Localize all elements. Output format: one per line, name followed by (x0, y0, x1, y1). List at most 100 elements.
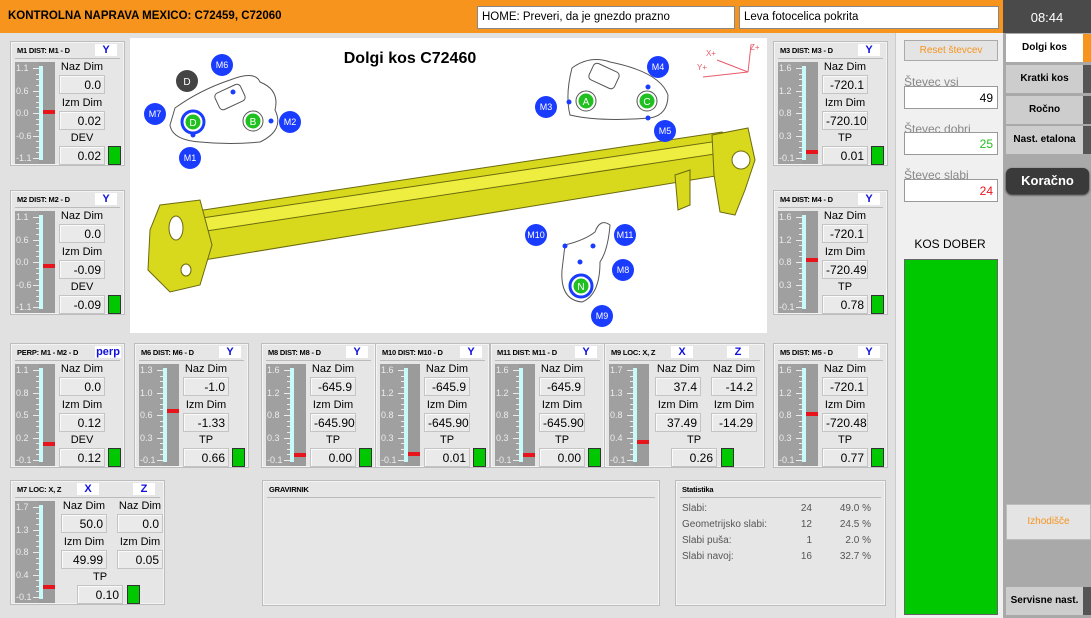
scale-tick (284, 392, 290, 394)
scale-tick-label: -0.6 (16, 279, 32, 290)
gauge-marker (43, 263, 55, 268)
scale-tick (796, 370, 802, 371)
scale-tick-label: 0.0 (16, 108, 29, 118)
scale-tick (33, 507, 39, 508)
scale-tick (516, 448, 519, 450)
gauge-marker (167, 409, 179, 414)
scale-tick (287, 375, 290, 377)
deviation-value: -0.09 (59, 295, 105, 314)
svg-text:M4: M4 (652, 62, 665, 72)
scale-tick-label: 0.8 (496, 410, 509, 420)
marker-m9: M9 (591, 305, 613, 327)
nominal-label: Naz Dim (823, 61, 867, 73)
scale-tick (287, 443, 290, 445)
scale-tick-label: 1.2 (779, 85, 792, 96)
nominal-label: Naz Dim (425, 363, 469, 375)
nominal-label: Naz Dim (60, 210, 104, 222)
gauge-bar (163, 364, 179, 466)
scale-tick (36, 523, 39, 525)
scale-tick-label: -0.1 (140, 455, 156, 465)
scale-tick-label: 0.8 (779, 108, 792, 118)
axis-label: Y (460, 346, 482, 358)
panel-m11: M11 DIST: M11 - D Y 1.6 1.2 0.8 0.3 -0.1 Naz Di… (490, 343, 605, 468)
scale-tick (513, 415, 519, 416)
measured-value: -720.49 (822, 260, 868, 279)
scale-tick (33, 392, 39, 394)
scale-tick-label: 0.8 (267, 410, 280, 420)
scale-tick (796, 217, 802, 218)
scale-tick (160, 454, 163, 456)
gauge-marker (523, 452, 535, 457)
scale-tick (287, 431, 290, 433)
scale-tick (799, 409, 802, 411)
scale-tick (799, 386, 802, 388)
scale-tick-label: 0.8 (779, 257, 792, 267)
clock: 08:44 (1003, 0, 1091, 33)
title-divider (139, 360, 244, 361)
scale-tick (36, 568, 39, 570)
scale-tick (36, 233, 39, 235)
stat-percent: 49.0 % (839, 503, 871, 514)
axis-label: Y (346, 346, 368, 358)
step-button[interactable]: Koračno (1006, 168, 1089, 194)
scale-tick (799, 96, 802, 98)
beam-drawing (147, 127, 756, 293)
deviation-value: 0.02 (59, 146, 105, 165)
scale-tick-label: 1.1 (16, 63, 29, 73)
scale-tick (398, 370, 404, 371)
scale-tick-label: 1.6 (779, 365, 792, 375)
svg-text:M8: M8 (617, 265, 630, 275)
stat-label: Slabi puša: (682, 535, 732, 546)
scale-tick (36, 535, 39, 537)
scale-tick (160, 409, 163, 411)
deviation-value: 0.01 (822, 146, 868, 165)
scale-tick (516, 454, 519, 456)
gauge-scale: 1.1 0.8 0.5 0.2 -0.1 (15, 364, 39, 466)
scale-tick (799, 256, 802, 258)
scale-tick (799, 124, 802, 126)
axis-label: perp (95, 346, 121, 358)
home-button[interactable]: Izhodišče (1006, 504, 1091, 540)
scale-tick-label: 0.3 (267, 432, 280, 443)
status-message-2: Leva fotocelica pokrita (739, 6, 999, 29)
measured-label-x: Izm Dim (657, 399, 699, 411)
scale-tick (160, 443, 163, 445)
nominal-label-z: Naz Dim (118, 500, 162, 512)
scale-tick (33, 574, 39, 576)
scale-tick (630, 454, 633, 456)
tab-nast-etalona[interactable]: Nast. etalona (1006, 126, 1091, 154)
gauge-bar (633, 364, 649, 466)
tab-rocno[interactable]: Ročno (1006, 96, 1091, 124)
measured-label: Izm Dim (824, 399, 866, 411)
axis-label: Y (575, 346, 597, 358)
panel-m9: M9 LOC: X, Z X Z 1.7 1.3 0.8 0.4 -0.1 Naz Dim 37.… (604, 343, 765, 468)
gauge-bar (39, 62, 55, 164)
stat-label: Slabi: (682, 503, 708, 514)
service-settings-button[interactable]: Servisne nast. (1006, 587, 1091, 615)
panel-m7: M7 LOC: X, Z X Z 1.7 1.3 0.8 0.4 -0.1 Naz Dim 50.… (10, 480, 165, 605)
marker-m4: M4 (647, 56, 669, 78)
axis-label: Y (219, 346, 241, 358)
panel-title: M1 DIST: M1 - D (17, 46, 70, 55)
scale-tick (401, 409, 404, 411)
status-ok-indicator (871, 295, 884, 314)
nominal-value: -1.0 (183, 377, 229, 396)
tab-kratki-kos[interactable]: Kratki kos (1006, 65, 1091, 93)
scale-tick-label: -1.1 (16, 302, 32, 312)
scale-tick (630, 426, 633, 428)
scale-tick (401, 426, 404, 428)
marker-m11: M11 (614, 224, 636, 246)
scale-tick (513, 460, 519, 461)
gauge-tolerance-band (39, 368, 43, 462)
reset-counters-button[interactable]: Reset števcev (904, 40, 998, 61)
scale-tick (284, 437, 290, 439)
tab-dolgi-kos[interactable]: Dolgi kos (1006, 34, 1091, 62)
scale-tick (36, 375, 39, 377)
title-divider (266, 360, 371, 361)
scale-tick (36, 107, 39, 109)
title-divider (495, 360, 600, 361)
scale-tick (33, 460, 39, 461)
scale-tick (627, 460, 633, 461)
scale-tick (36, 540, 39, 542)
statistics-title: Statistika (682, 485, 714, 494)
